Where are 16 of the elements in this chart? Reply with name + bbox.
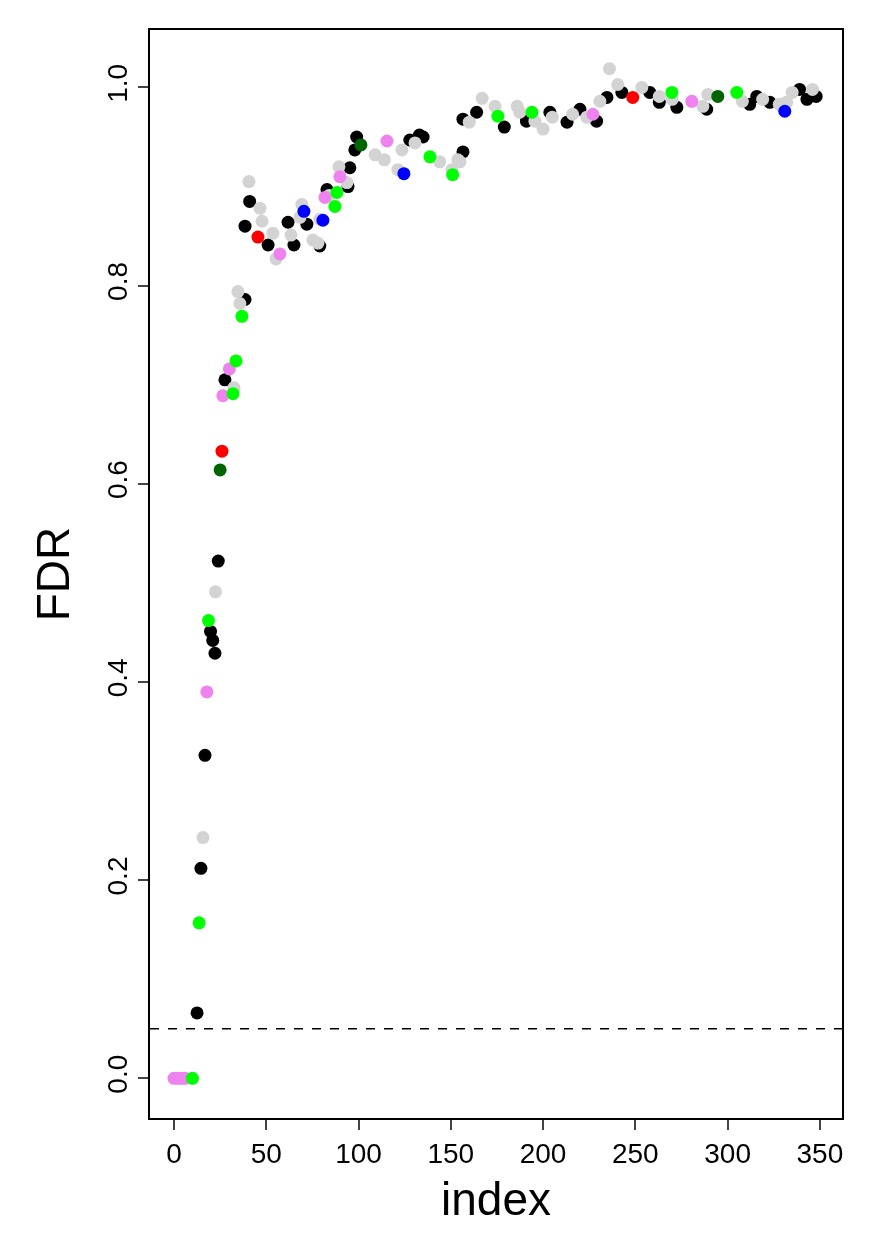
x-tick-label: 200	[519, 1138, 567, 1170]
x-tick-label: 250	[611, 1138, 659, 1170]
y-tick-label: 0.2	[102, 856, 134, 896]
y-tick-label: 0.4	[102, 658, 134, 698]
x-tick-label: 50	[250, 1138, 282, 1170]
x-axis-title: index	[441, 1172, 551, 1225]
x-tick-label: 0	[166, 1138, 182, 1170]
y-tick-label: 1.0	[102, 63, 134, 103]
y-tick-label: 0.6	[102, 460, 134, 500]
y-tick-label: 0.0	[102, 1054, 134, 1094]
x-tick-label: 150	[427, 1138, 475, 1170]
x-tick-label: 100	[335, 1138, 382, 1170]
x-tick-label: 300	[704, 1138, 751, 1170]
y-axis-title: FDR	[26, 526, 79, 622]
y-tick-label: 0.8	[102, 261, 134, 301]
x-tick-label: 350	[796, 1138, 844, 1170]
